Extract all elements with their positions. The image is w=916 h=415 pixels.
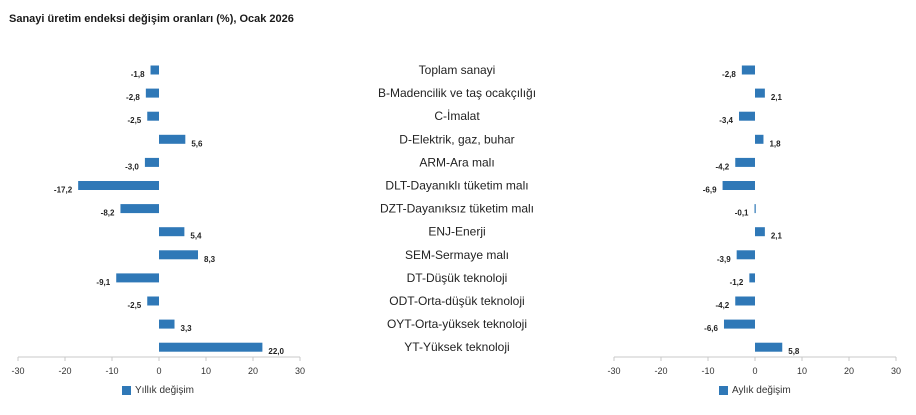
category-label: SEM-Sermaye malı <box>405 248 509 262</box>
category-label: DZT-Dayanıksız tüketim malı <box>380 202 534 216</box>
category-label: ODT-Orta-düşük teknoloji <box>389 294 524 308</box>
category-label: DT-Düşük teknoloji <box>407 271 508 285</box>
chart-title: Sanayi üretim endeksi değişim oranları (… <box>9 13 294 25</box>
yearly-value-label: 22,0 <box>268 347 284 356</box>
yearly-value-label: -2,8 <box>126 93 140 102</box>
yearly-bar <box>116 273 159 283</box>
monthly-value-label: -3,9 <box>717 255 731 264</box>
monthly-bar <box>749 273 755 283</box>
monthly-value-label: 5,8 <box>788 347 800 356</box>
yearly-bar <box>145 88 159 98</box>
monthly-tick-label: 30 <box>891 366 901 376</box>
monthly-value-label: 1,8 <box>769 139 781 148</box>
monthly-value-label: -2,8 <box>722 70 736 79</box>
monthly-tick-label: 0 <box>752 366 757 376</box>
yearly-value-label: -9,1 <box>96 278 110 287</box>
yearly-tick-label: -30 <box>11 366 24 376</box>
monthly-tick-label: 20 <box>844 366 854 376</box>
category-label: Toplam sanayi <box>419 63 496 77</box>
monthly-bar <box>722 181 755 190</box>
monthly-tick-label: -30 <box>607 366 620 376</box>
monthly-bar <box>735 157 755 167</box>
monthly-bar <box>754 204 756 214</box>
yearly-bar <box>144 157 159 167</box>
yearly-value-label: -2,5 <box>127 116 141 125</box>
monthly-value-label: -3,4 <box>719 116 733 125</box>
category-label: B-Madencilik ve taş ocakçılığı <box>378 86 536 100</box>
yearly-bar <box>150 65 159 75</box>
monthly-value-label: -0,1 <box>735 209 749 218</box>
yearly-tick-label: 20 <box>248 366 258 376</box>
monthly-bar <box>736 250 755 260</box>
category-label: DLT-Dayanıklı tüketim malı <box>385 179 528 193</box>
monthly-value-label: -4,2 <box>715 162 729 171</box>
legend-swatch-yearly <box>122 386 131 395</box>
yearly-tick-label: 0 <box>156 366 161 376</box>
monthly-value-label: 2,1 <box>771 232 783 241</box>
yearly-value-label: -17,2 <box>54 186 73 195</box>
monthly-bar <box>755 227 765 237</box>
yearly-bar <box>159 134 186 144</box>
monthly-bar <box>755 342 783 352</box>
yearly-value-label: -3,0 <box>125 162 139 171</box>
legend-label-monthly: Aylık değişim <box>732 385 791 396</box>
monthly-bar <box>741 65 755 75</box>
yearly-bar <box>147 111 159 121</box>
category-label: OYT-Orta-yüksek teknoloji <box>387 317 527 331</box>
yearly-bar <box>78 181 159 190</box>
monthly-bar <box>739 111 755 121</box>
yearly-value-label: 5,4 <box>190 232 202 241</box>
category-label: ENJ-Enerji <box>428 225 485 239</box>
legend-label-yearly: Yıllık değişim <box>135 385 194 396</box>
monthly-value-label: -6,9 <box>703 186 717 195</box>
legend-monthly: Aylık değişim <box>719 385 791 396</box>
monthly-value-label: -4,2 <box>715 301 729 310</box>
yearly-tick-label: 30 <box>295 366 305 376</box>
category-label: C-İmalat <box>434 109 480 123</box>
yearly-bar <box>159 319 175 329</box>
yearly-bar <box>147 296 159 306</box>
monthly-bar <box>755 88 765 98</box>
yearly-bar <box>159 250 199 260</box>
legend-swatch-monthly <box>719 386 728 395</box>
monthly-bar <box>723 319 755 329</box>
legend-yearly: Yıllık değişim <box>122 385 194 396</box>
yearly-value-label: 8,3 <box>204 255 216 264</box>
category-label: ARM-Ara malı <box>419 155 494 169</box>
yearly-value-label: 3,3 <box>181 324 193 333</box>
monthly-tick-label: -20 <box>654 366 667 376</box>
monthly-value-label: 2,1 <box>771 93 783 102</box>
yearly-tick-label: 10 <box>201 366 211 376</box>
monthly-value-label: -1,2 <box>730 278 744 287</box>
monthly-tick-label: -10 <box>701 366 714 376</box>
yearly-value-label: -8,2 <box>101 209 115 218</box>
yearly-bar <box>159 342 263 352</box>
yearly-tick-label: -20 <box>58 366 71 376</box>
category-label: D-Elektrik, gaz, buhar <box>399 132 514 146</box>
category-label: YT-Yüksek teknoloji <box>404 340 509 354</box>
yearly-tick-label: -10 <box>105 366 118 376</box>
yearly-value-label: 5,6 <box>191 139 203 148</box>
monthly-value-label: -6,6 <box>704 324 718 333</box>
yearly-value-label: -1,8 <box>131 70 145 79</box>
monthly-bar <box>735 296 755 306</box>
yearly-value-label: -2,5 <box>127 301 141 310</box>
monthly-bar <box>755 134 764 144</box>
yearly-bar <box>120 204 159 214</box>
yearly-bar <box>159 227 185 237</box>
monthly-tick-label: 10 <box>797 366 807 376</box>
